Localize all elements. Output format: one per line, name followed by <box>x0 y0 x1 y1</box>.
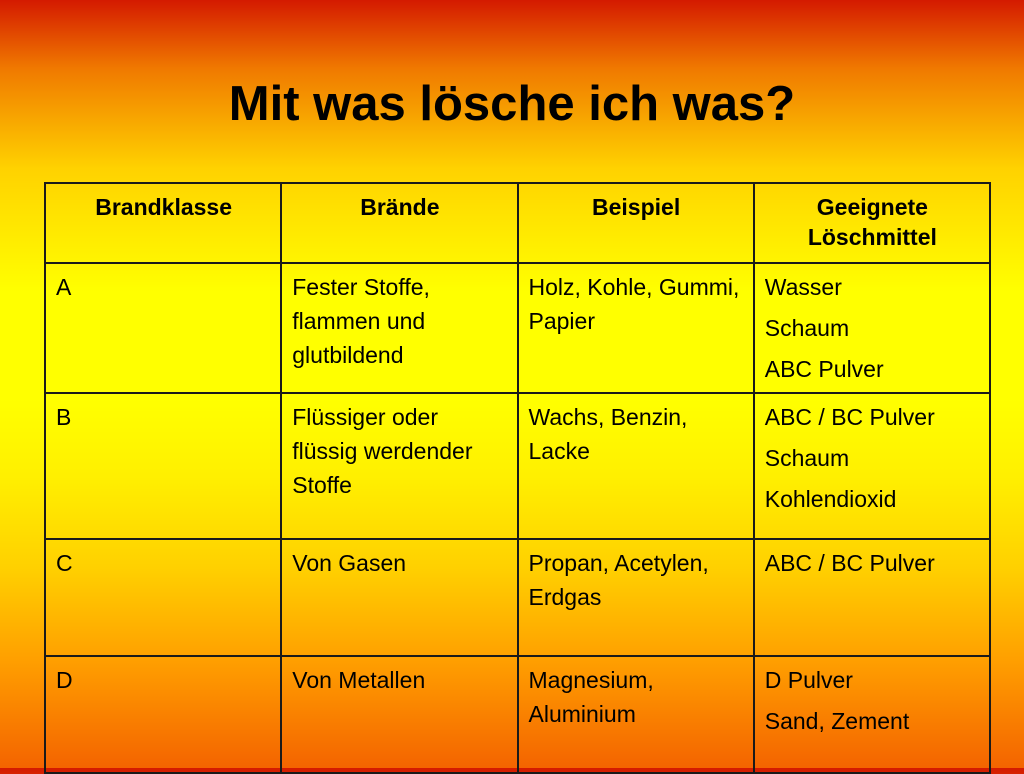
table-row: D Von Metallen Magnesium, Aluminium D Pu… <box>43 655 992 774</box>
table-row: A Fester Stoffe, flammen und glutbildend… <box>43 262 992 394</box>
cell-klasse: D <box>43 655 283 774</box>
cell-braende: Flüssiger oder flüssig werdender Stoffe <box>280 392 519 540</box>
loeschmittel-item: ABC Pulver <box>764 356 884 382</box>
cell-beispiel: Magnesium, Aluminium <box>516 655 755 774</box>
loeschmittel-item: D Pulver <box>764 667 853 693</box>
cell-loeschmittel: ABC / BC Pulver <box>752 538 992 657</box>
table-row: C Von Gasen Propan, Acetylen, Erdgas ABC… <box>43 538 992 657</box>
header-beispiel: Beispiel <box>516 182 755 264</box>
table-row: B Flüssiger oder flüssig werdender Stoff… <box>43 392 992 540</box>
header-loeschmittel: Geeignete Löschmittel <box>752 182 992 264</box>
cell-klasse: A <box>43 262 283 394</box>
cell-loeschmittel: Wasser Schaum ABC Pulver <box>752 262 992 394</box>
cell-klasse: B <box>43 392 283 540</box>
cell-loeschmittel: ABC / BC Pulver Schaum Kohlendioxid <box>752 392 992 540</box>
cell-klasse: C <box>43 538 283 657</box>
loeschmittel-item: Schaum <box>764 315 850 341</box>
header-brandklasse: Brandklasse <box>43 182 283 264</box>
loeschmittel-item: ABC / BC Pulver <box>764 404 935 430</box>
loeschmittel-item: Sand, Zement <box>764 708 910 734</box>
loeschmittel-item: Kohlendioxid <box>764 486 897 512</box>
fire-class-table: Brandklasse Brände Beispiel Geeignete Lö… <box>43 182 992 774</box>
table-header-row: Brandklasse Brände Beispiel Geeignete Lö… <box>43 182 992 264</box>
cell-braende: Fester Stoffe, flammen und glutbildend <box>280 262 519 394</box>
cell-braende: Von Metallen <box>280 655 519 774</box>
cell-beispiel: Wachs, Benzin, Lacke <box>516 392 755 540</box>
cell-beispiel: Propan, Acetylen, Erdgas <box>516 538 755 657</box>
loeschmittel-item: ABC / BC Pulver <box>764 550 935 576</box>
cell-braende: Von Gasen <box>280 538 519 657</box>
loeschmittel-item: Wasser <box>764 274 842 300</box>
cell-beispiel: Holz, Kohle, Gummi, Papier <box>516 262 755 394</box>
loeschmittel-item: Schaum <box>764 445 850 471</box>
header-braende: Brände <box>280 182 519 264</box>
cell-loeschmittel: D Pulver Sand, Zement <box>752 655 992 774</box>
page-title: Mit was lösche ich was? <box>228 77 796 131</box>
